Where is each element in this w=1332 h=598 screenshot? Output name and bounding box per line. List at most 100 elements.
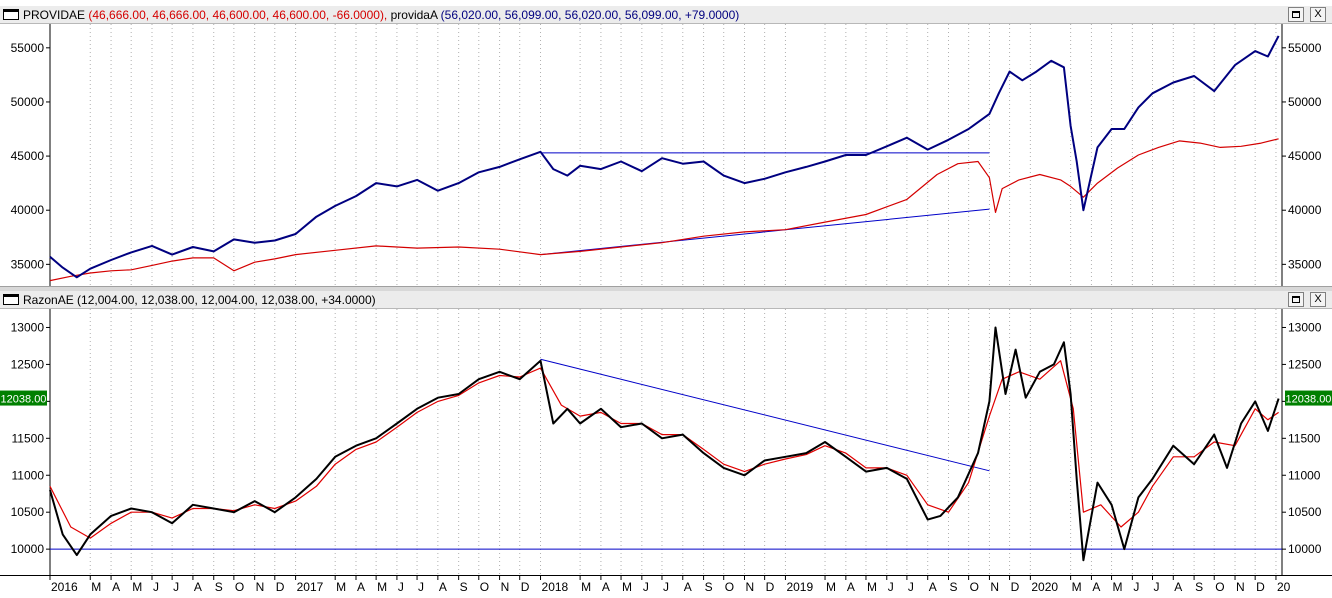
x-tick-label: J <box>1133 580 1139 594</box>
x-tick-label: A <box>602 580 610 594</box>
y-tick-label-right: 10000 <box>1288 542 1322 556</box>
trendline <box>540 208 990 256</box>
window-icon <box>3 9 19 20</box>
x-tick-label: O <box>970 580 979 594</box>
x-tick-label: N <box>501 580 510 594</box>
last-value-badge-right: 12038.00 <box>1285 390 1332 406</box>
y-tick-label-right: 40000 <box>1288 203 1322 217</box>
y-tick-label-left: 11500 <box>12 431 45 445</box>
x-tick-label: D <box>1011 580 1020 594</box>
providaa-name: providaA <box>390 8 438 22</box>
x-tick-label: 2017 <box>297 580 324 594</box>
providae-values: (46,666.00, 46,666.00, 46,600.00, 46,600… <box>88 8 388 22</box>
x-tick-label: 2018 <box>542 580 569 594</box>
bottom-chart: 10000 10000 10500 10500 11000 11000 11500 11500… <box>0 309 1332 575</box>
restore-icon <box>1292 11 1300 18</box>
x-tick-label: S <box>950 580 958 594</box>
series-line-providaa <box>49 35 1280 279</box>
x-tick-label: S <box>705 580 713 594</box>
top-pane-header: PROVIDAE (46,666.00, 46,666.00, 46,600.0… <box>0 6 1332 24</box>
x-tick-label: S <box>460 580 468 594</box>
series-line-providae <box>49 138 1279 282</box>
x-tick-label: M <box>826 580 836 594</box>
x-tick-label: J <box>418 580 424 594</box>
x-tick-label: A <box>194 580 202 594</box>
x-tick-label: 2016 <box>51 580 78 594</box>
y-tick-label-right: 12500 <box>1288 357 1322 371</box>
window-icon <box>3 294 19 305</box>
trendline <box>540 358 990 472</box>
y-tick-label-right: 55000 <box>1288 41 1322 55</box>
y-tick-label-left: 35000 <box>11 257 45 271</box>
top-close-button[interactable]: X <box>1310 7 1326 22</box>
last-value-label: 12038.00 <box>1 394 47 406</box>
y-tick-label-right: 35000 <box>1288 257 1322 271</box>
y-tick-label-right: 13000 <box>1288 320 1322 334</box>
x-tick-label: 2020 <box>1031 580 1058 594</box>
y-tick-label-left: 13000 <box>11 320 45 334</box>
x-axis-labels: 2016 M A M J J A S O N D 2017 M A M J J A S O N D 2018 M A M J J A S O… <box>49 576 1291 594</box>
last-value-badge-bg <box>1285 390 1332 406</box>
x-tick-label: A <box>1174 580 1182 594</box>
x-tick-label: M <box>91 580 101 594</box>
x-tick-label: O <box>725 580 734 594</box>
y-tick-label-left: 11000 <box>12 468 45 482</box>
x-tick-label: 20 <box>1277 580 1291 594</box>
x-tick-label: M <box>1113 580 1123 594</box>
x-tick-label: J <box>153 580 159 594</box>
x-tick-label: D <box>1256 580 1265 594</box>
y-tick-label-right: 10500 <box>1288 505 1322 519</box>
x-tick-label: S <box>215 580 223 594</box>
x-tick-label: M <box>336 580 346 594</box>
top-chart: 35000 35000 40000 40000 45000 45000 50000 50000… <box>11 24 1322 286</box>
last-value-label: 12038.00 <box>1286 394 1332 406</box>
x-tick-label: D <box>276 580 285 594</box>
y-tick-label-left: 45000 <box>11 149 45 163</box>
x-tick-label: M <box>581 580 591 594</box>
bottom-pane-title: RazonAE (12,004.00, 12,038.00, 12,004.00… <box>23 293 376 307</box>
x-tick-label: M <box>1072 580 1082 594</box>
x-tick-label: O <box>235 580 244 594</box>
y-tick-label-right: 11000 <box>1288 468 1321 482</box>
x-tick-label: 2019 <box>786 580 813 594</box>
x-tick-label: M <box>867 580 877 594</box>
x-tick-label: A <box>112 580 120 594</box>
x-tick-label: M <box>622 580 632 594</box>
razon-name: RazonAE <box>23 293 74 307</box>
x-tick-label: A <box>847 580 855 594</box>
last-value-badge-bg <box>0 390 47 406</box>
y-tick-label-left: 10000 <box>11 542 45 556</box>
restore-icon <box>1292 296 1300 303</box>
x-tick-label: A <box>1092 580 1100 594</box>
y-tick-label-left: 50000 <box>11 95 45 109</box>
x-tick-label: J <box>888 580 894 594</box>
x-tick-label: M <box>377 580 387 594</box>
y-tick-label-left: 55000 <box>11 41 45 55</box>
y-tick-label-right: 45000 <box>1288 149 1322 163</box>
x-tick-label: M <box>132 580 142 594</box>
top-pane-title: PROVIDAE (46,666.00, 46,666.00, 46,600.0… <box>23 8 739 22</box>
bottom-maximize-button[interactable] <box>1288 292 1304 307</box>
razon-values: (12,004.00, 12,038.00, 12,004.00, 12,038… <box>77 293 376 307</box>
providae-name: PROVIDAE <box>23 8 86 22</box>
bottom-close-button[interactable]: X <box>1310 292 1326 307</box>
x-tick-label: J <box>663 580 669 594</box>
x-tick-label: D <box>521 580 530 594</box>
x-tick-label: N <box>256 580 265 594</box>
x-axis: 2016 M A M J J A S O N D 2017 M A M J J A S O N D 2018 M A M J J A S O… <box>0 575 1332 597</box>
top-maximize-button[interactable] <box>1288 7 1304 22</box>
y-tick-label-left: 12500 <box>11 357 45 371</box>
x-tick-label: J <box>908 580 914 594</box>
x-tick-label: O <box>1215 580 1224 594</box>
providaa-values: (56,020.00, 56,099.00, 56,020.00, 56,099… <box>440 8 740 22</box>
x-tick-label: A <box>929 580 937 594</box>
x-tick-label: S <box>1195 580 1203 594</box>
x-tick-label: J <box>173 580 179 594</box>
y-tick-label-right: 11500 <box>1288 431 1321 445</box>
x-tick-label: J <box>643 580 649 594</box>
bottom-pane-header: RazonAE (12,004.00, 12,038.00, 12,004.00… <box>0 291 1332 309</box>
y-tick-label-left: 40000 <box>11 203 45 217</box>
x-tick-label: N <box>746 580 755 594</box>
pane-divider[interactable] <box>0 286 1332 291</box>
x-tick-label: J <box>1153 580 1159 594</box>
